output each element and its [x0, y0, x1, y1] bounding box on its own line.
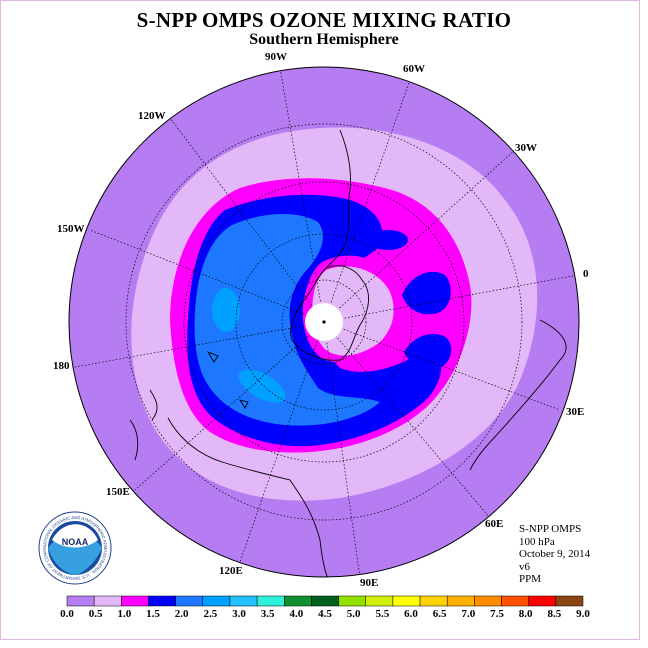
colorbar-swatch [311, 595, 339, 607]
colorbar-swatch [284, 595, 312, 607]
coast-africa [469, 319, 567, 471]
colorbar-swatch [66, 595, 95, 607]
colorbar-tick-label: 2.0 [174, 608, 189, 620]
colorbar-swatch [121, 595, 149, 607]
colorbar-swatch [392, 595, 421, 607]
info-units: PPM [519, 573, 542, 585]
colorbar-swatch [256, 595, 285, 607]
colorbar-swatch [419, 595, 448, 607]
lon-label-60e: 60E [485, 518, 504, 530]
figure-frame [0, 0, 640, 640]
info-version: v6 [519, 560, 530, 573]
colorbar-tick-label: 4.5 [318, 608, 332, 620]
coast-australia [167, 417, 329, 577]
colorbar-swatch [528, 595, 557, 607]
colorbar-swatch [148, 595, 176, 607]
lon-label-60w: 60W [403, 63, 425, 75]
field-blob-3 [404, 333, 452, 370]
lon-label-120e: 120E [219, 565, 243, 577]
info-block: S-NPP OMPS 100 hPa October 9, 2014 v6 PP… [519, 523, 590, 586]
colorbar-tick-label: 1.0 [117, 608, 132, 620]
lon-label-150e: 150E [106, 486, 130, 498]
colorbar-tick-label: 7.5 [490, 608, 504, 620]
colorbar-swatch [555, 595, 584, 607]
lon-label-90e: 90E [360, 577, 379, 589]
colorbar-tick-label: 4.0 [289, 608, 304, 620]
map-subtitle: Southern Hemisphere [249, 31, 399, 48]
colorbar-tick-label: 5.0 [346, 608, 361, 620]
coast-antarctica [290, 265, 369, 361]
field-core-2 [238, 369, 286, 403]
colorbar [66, 595, 584, 607]
colorbar-tick-label: 6.0 [404, 608, 418, 620]
colorbar-tick-label: 2.5 [203, 608, 218, 620]
colorbar-tick-label: 8.5 [547, 608, 562, 620]
colorbar-swatch [202, 595, 231, 607]
colorbar-tick-label: 3.5 [260, 608, 275, 620]
colorbar-tick-label: 1.5 [146, 608, 160, 620]
colorbar-swatch [365, 595, 394, 607]
colorbar-tick-label: 6.5 [432, 608, 447, 620]
field-core-1 [212, 288, 240, 332]
colorbar-tick-label: 0.0 [60, 608, 74, 620]
lon-label-30w: 30W [515, 142, 537, 154]
lon-label-120w: 120W [138, 110, 166, 122]
colorbar-tick-label: 5.5 [375, 608, 390, 620]
colorbar-swatch [501, 595, 529, 607]
colorbar-tick-label: 3.0 [232, 608, 246, 620]
colorbar-swatch [446, 595, 475, 607]
colorbar-tick-label: 0.5 [88, 608, 103, 620]
colorbar-swatch [229, 595, 258, 607]
coast-south-america [325, 129, 351, 269]
info-level: 100 hPa [519, 535, 555, 548]
info-instrument: S-NPP OMPS [519, 523, 582, 535]
info-date: October 9, 2014 [519, 548, 591, 560]
coast-islands [206, 351, 249, 409]
field-blob-1 [368, 230, 408, 250]
lon-label-180: 180 [53, 360, 70, 372]
colorbar-swatch [338, 595, 366, 607]
colorbar-swatch [175, 595, 204, 607]
colorbar-swatch [474, 595, 502, 607]
colorbar-swatch [93, 595, 122, 607]
lon-label-150w: 150W [57, 223, 85, 235]
lon-label-90w: 90W [265, 51, 287, 63]
colorbar-tick-label: 8.0 [518, 608, 533, 620]
map-title: S-NPP OMPS OZONE MIXING RATIO [136, 8, 512, 32]
logo-text: NOAA [62, 537, 89, 547]
lon-label-30e: 30E [566, 406, 585, 418]
field-blob-2 [402, 271, 451, 315]
coast-nz [129, 389, 158, 461]
lon-label-0: 0 [583, 268, 589, 280]
colorbar-tick-label: 9.0 [576, 608, 590, 620]
colorbar-tick-label: 7.0 [461, 608, 476, 620]
